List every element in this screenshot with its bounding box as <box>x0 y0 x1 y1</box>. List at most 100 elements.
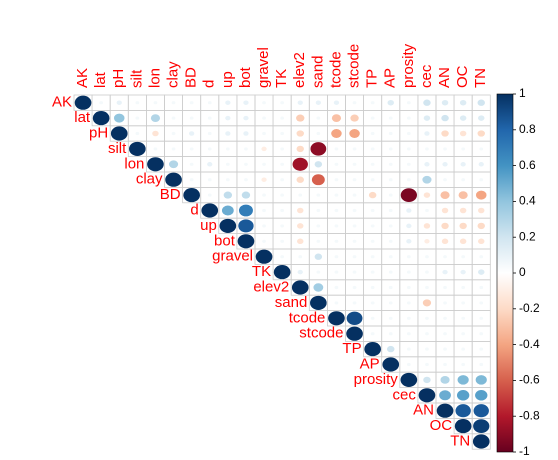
corr-ellipse <box>316 116 321 120</box>
corr-ellipse <box>74 95 92 110</box>
corr-ellipse <box>436 403 454 418</box>
corr-ellipse <box>459 238 467 245</box>
corr-ellipse <box>425 208 429 213</box>
corr-ellipse <box>280 116 285 120</box>
corr-ellipse <box>315 100 321 105</box>
corr-ellipse <box>475 190 487 200</box>
corr-ellipse <box>314 161 323 168</box>
corr-ellipse <box>425 362 429 367</box>
colorbar-tick-label: -1 <box>519 444 530 458</box>
corr-ellipse <box>443 332 447 336</box>
column-label: AK <box>74 68 91 88</box>
corr-ellipse <box>441 207 449 214</box>
corr-ellipse <box>388 131 393 136</box>
colorbar-tick-label: 0.4 <box>519 194 536 208</box>
corr-ellipse <box>238 219 254 233</box>
corr-ellipse <box>223 191 233 199</box>
corr-ellipse <box>129 141 146 156</box>
corr-ellipse <box>461 332 466 336</box>
corr-ellipse <box>219 218 237 233</box>
corr-ellipse <box>316 193 321 197</box>
corr-ellipse <box>406 316 411 320</box>
corr-ellipse <box>310 295 327 310</box>
corr-ellipse <box>316 270 321 274</box>
corr-ellipse <box>441 114 449 122</box>
column-label: BD <box>183 67 200 88</box>
corr-ellipse <box>262 101 266 105</box>
corr-ellipse <box>110 126 128 141</box>
row-label: BD <box>160 186 181 203</box>
corr-ellipse <box>454 419 472 434</box>
corr-ellipse <box>461 362 466 367</box>
corr-ellipse <box>241 191 251 199</box>
corr-ellipse <box>316 208 321 213</box>
corr-ellipse <box>147 157 164 172</box>
column-label: tcode <box>327 51 344 88</box>
corr-ellipse <box>423 376 431 384</box>
corr-ellipse <box>298 255 303 259</box>
row-label: OC <box>430 417 453 434</box>
corr-ellipse <box>370 316 375 320</box>
corr-ellipse <box>479 301 484 305</box>
corr-ellipse <box>406 162 411 166</box>
row-label: silt <box>108 140 127 157</box>
corr-ellipse <box>443 301 447 305</box>
corr-ellipse <box>261 146 267 152</box>
corr-ellipse <box>461 255 466 259</box>
corr-ellipse <box>461 347 466 351</box>
corr-ellipse <box>225 178 230 182</box>
corr-ellipse <box>388 147 393 151</box>
corr-ellipse <box>370 239 375 243</box>
row-label: prosity <box>354 371 399 388</box>
corr-ellipse <box>387 99 394 106</box>
corr-ellipse <box>478 207 485 214</box>
corr-ellipse <box>422 299 432 307</box>
corr-ellipse <box>388 239 393 243</box>
corr-ellipse <box>479 362 484 367</box>
corr-ellipse <box>221 205 234 216</box>
corr-ellipse <box>473 404 489 418</box>
corr-ellipse <box>370 285 375 290</box>
corr-ellipse <box>406 101 411 105</box>
corr-ellipse <box>370 224 375 228</box>
corr-ellipse <box>135 131 140 136</box>
corr-ellipse <box>243 131 249 136</box>
corr-ellipse <box>458 191 468 199</box>
corr-ellipse <box>475 390 488 401</box>
corr-ellipse <box>460 269 466 275</box>
corr-ellipse <box>478 269 485 275</box>
corr-ellipse <box>165 172 182 187</box>
corr-ellipse <box>478 115 485 121</box>
corr-ellipse <box>388 255 393 259</box>
corr-ellipse <box>207 178 212 182</box>
corr-ellipse <box>382 357 400 372</box>
corr-ellipse <box>189 162 194 166</box>
corr-ellipse <box>316 131 321 136</box>
corr-ellipse <box>406 347 411 351</box>
row-label: up <box>200 217 217 234</box>
corr-ellipse <box>296 176 304 183</box>
corr-ellipse <box>280 239 285 243</box>
corr-ellipse <box>207 131 212 136</box>
corr-ellipse <box>262 224 266 228</box>
corr-ellipse <box>334 224 339 228</box>
corr-ellipse <box>352 147 357 151</box>
corr-ellipse <box>135 116 140 120</box>
corr-ellipse <box>280 193 285 197</box>
colorbar-tick-label: -0.8 <box>519 408 540 422</box>
corr-ellipse <box>475 375 487 385</box>
corr-ellipse <box>171 131 176 136</box>
corr-ellipse <box>189 116 194 120</box>
row-label: AK <box>52 94 72 111</box>
corr-ellipse <box>479 255 484 259</box>
corr-ellipse <box>313 283 324 292</box>
corr-ellipse <box>262 131 266 136</box>
corr-ellipse <box>135 101 140 105</box>
corr-ellipse <box>388 178 393 182</box>
corr-ellipse <box>439 390 451 401</box>
corr-ellipse <box>425 316 429 320</box>
corr-ellipse <box>370 116 375 120</box>
corr-ellipse <box>479 347 484 351</box>
corr-ellipse <box>334 270 339 274</box>
